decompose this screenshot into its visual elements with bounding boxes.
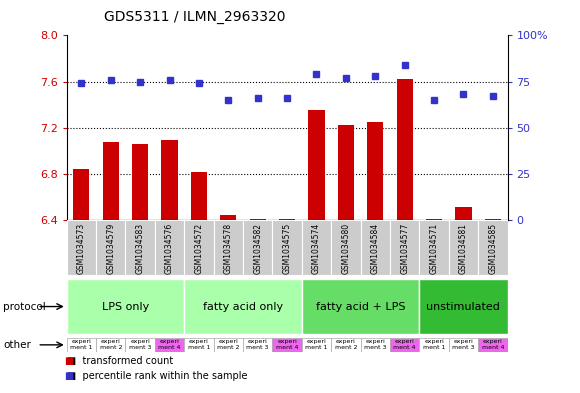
Text: experi
ment 3: experi ment 3	[364, 340, 386, 350]
Bar	[426, 219, 442, 220]
Text: ■  transformed count: ■ transformed count	[67, 356, 173, 365]
Bar	[361, 338, 390, 352]
Bar	[161, 140, 177, 220]
Text: GSM1034574: GSM1034574	[312, 223, 321, 274]
Bar	[96, 220, 125, 275]
Bar	[96, 338, 125, 352]
Text: experi
ment 4: experi ment 4	[276, 340, 298, 350]
Text: GSM1034585: GSM1034585	[488, 223, 497, 274]
Text: GSM1034579: GSM1034579	[106, 223, 115, 274]
Text: LPS only: LPS only	[102, 301, 149, 312]
Bar	[73, 169, 89, 220]
Text: GSM1034577: GSM1034577	[400, 223, 409, 274]
Bar	[485, 219, 501, 220]
Text: GSM1034582: GSM1034582	[253, 223, 262, 274]
Bar	[302, 279, 419, 334]
Bar	[419, 338, 449, 352]
Text: GSM1034571: GSM1034571	[430, 223, 438, 274]
Bar	[331, 338, 361, 352]
Text: ■: ■	[64, 371, 73, 381]
Text: fatty acid + LPS: fatty acid + LPS	[316, 301, 405, 312]
Bar	[125, 220, 155, 275]
Text: GSM1034580: GSM1034580	[342, 223, 350, 274]
Bar	[478, 220, 508, 275]
Text: experi
ment 2: experi ment 2	[335, 340, 357, 350]
Text: protocol: protocol	[3, 301, 46, 312]
Bar	[191, 172, 207, 220]
Bar	[449, 220, 478, 275]
Text: ■  percentile rank within the sample: ■ percentile rank within the sample	[67, 371, 247, 381]
Bar	[213, 338, 243, 352]
Bar	[419, 220, 449, 275]
Text: experi
ment 4: experi ment 4	[158, 340, 181, 350]
Bar	[397, 79, 413, 220]
Text: GSM1034583: GSM1034583	[136, 223, 144, 274]
Bar	[243, 338, 273, 352]
Text: GSM1034572: GSM1034572	[194, 223, 204, 274]
Bar	[302, 220, 331, 275]
Text: experi
ment 3: experi ment 3	[246, 340, 269, 350]
Bar	[273, 338, 302, 352]
Text: experi
ment 2: experi ment 2	[100, 340, 122, 350]
Text: experi
ment 4: experi ment 4	[393, 340, 416, 350]
Text: GSM1034578: GSM1034578	[224, 223, 233, 274]
Text: experi
ment 1: experi ment 1	[423, 340, 445, 350]
Bar	[132, 144, 148, 220]
Bar	[390, 338, 419, 352]
Text: GSM1034584: GSM1034584	[371, 223, 380, 274]
Bar	[125, 338, 155, 352]
Bar	[273, 220, 302, 275]
Text: experi
ment 1: experi ment 1	[305, 340, 328, 350]
Bar	[155, 220, 184, 275]
Bar	[279, 219, 295, 220]
Bar	[249, 219, 266, 220]
Bar	[419, 279, 508, 334]
Bar	[184, 338, 213, 352]
Bar	[390, 220, 419, 275]
Bar	[155, 338, 184, 352]
Bar	[338, 125, 354, 220]
Text: experi
ment 3: experi ment 3	[452, 340, 474, 350]
Bar	[455, 208, 472, 220]
Bar	[67, 338, 96, 352]
Bar	[361, 220, 390, 275]
Text: GSM1034573: GSM1034573	[77, 223, 86, 274]
Bar	[220, 215, 237, 220]
Text: GSM1034576: GSM1034576	[165, 223, 174, 274]
Text: experi
ment 3: experi ment 3	[129, 340, 151, 350]
Bar	[449, 338, 478, 352]
Bar	[309, 110, 325, 220]
Text: experi
ment 1: experi ment 1	[70, 340, 93, 350]
Bar	[302, 338, 331, 352]
Text: experi
ment 1: experi ment 1	[188, 340, 210, 350]
Bar	[331, 220, 361, 275]
Bar	[184, 220, 213, 275]
Bar	[103, 141, 119, 220]
Text: experi
ment 4: experi ment 4	[481, 340, 504, 350]
Bar	[213, 220, 243, 275]
Text: other: other	[3, 340, 31, 350]
Bar	[184, 279, 302, 334]
Text: experi
ment 2: experi ment 2	[217, 340, 240, 350]
Text: unstimulated: unstimulated	[426, 301, 501, 312]
Bar	[243, 220, 273, 275]
Bar	[67, 220, 96, 275]
Bar	[478, 338, 508, 352]
Text: ■: ■	[64, 356, 73, 365]
Text: GSM1034575: GSM1034575	[282, 223, 292, 274]
Text: GSM1034581: GSM1034581	[459, 223, 468, 274]
Bar	[367, 122, 383, 220]
Bar	[67, 279, 184, 334]
Text: fatty acid only: fatty acid only	[203, 301, 283, 312]
Text: GDS5311 / ILMN_2963320: GDS5311 / ILMN_2963320	[104, 9, 286, 24]
